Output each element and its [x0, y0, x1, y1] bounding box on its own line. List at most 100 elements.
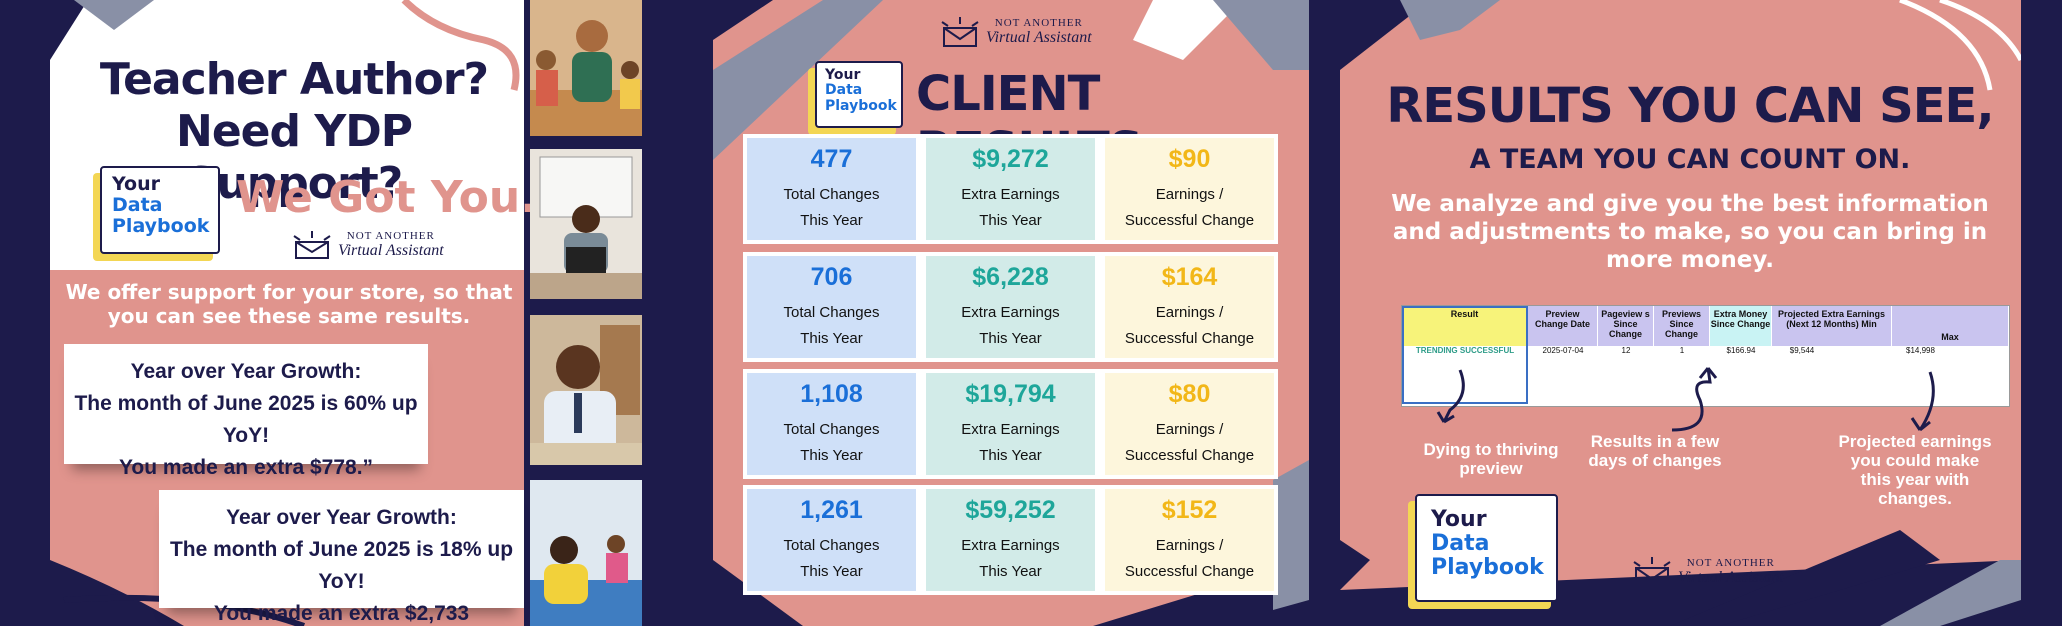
logo-line: Data: [1431, 531, 1490, 557]
testimonial-card: Year over Year Growth: The month of June…: [159, 490, 524, 625]
extra-earnings-label: This Year: [979, 562, 1042, 580]
brand-line: Virtual Assistant: [338, 242, 444, 259]
extra-earnings-value: $6,228: [972, 262, 1049, 291]
sheet-cell: $9,544: [1789, 346, 1815, 355]
sheet-header: Max: [1892, 306, 2009, 346]
photo-teacher-laptop: [530, 149, 642, 299]
total-changes-value: 706: [810, 262, 853, 291]
sheet-selection: [1402, 306, 1528, 404]
logo-line: Data: [112, 193, 163, 216]
total-changes-cell: 477 Total Changes This Year: [747, 138, 916, 240]
extra-earnings-label: Extra Earnings: [961, 185, 1060, 203]
support-text: We offer support for your store, so that…: [56, 280, 522, 328]
earnings-per-change-label: Successful Change: [1124, 211, 1255, 229]
testimonial-line: The month of June 2025 is 60% up YoY!: [74, 392, 418, 447]
logo-line: Playbook: [825, 97, 897, 114]
extra-earnings-label: This Year: [979, 329, 1042, 347]
earnings-per-change-value: $164: [1161, 262, 1218, 291]
earnings-per-change-cell: $164 Earnings / Successful Change: [1105, 256, 1274, 358]
your-data-playbook-logo: Your Data Playbook: [1415, 494, 1558, 602]
earnings-per-change-value: $152: [1161, 495, 1218, 524]
annotation-line: Dying to thriving: [1423, 440, 1559, 459]
total-changes-value: 1,108: [800, 379, 863, 408]
your-data-playbook-logo: Your Data Playbook: [815, 61, 903, 128]
sheet-header: Preview Change Date: [1528, 306, 1598, 346]
sheet-cell: $166.94: [1726, 346, 1756, 355]
result-card: 706 Total Changes This Year $6,228 Extra Ear…: [743, 252, 1278, 362]
total-changes-label: Total Changes: [783, 303, 880, 321]
earnings-per-change-label: Earnings /: [1155, 536, 1224, 554]
brand-line: Virtual Assistant: [1678, 569, 1784, 586]
total-changes-value: 477: [810, 144, 853, 173]
your-data-playbook-logo: Your Data Playbook: [100, 166, 220, 254]
spreadsheet-preview: Result Preview Change Date Pageview s Si…: [1401, 305, 2010, 407]
total-changes-label: This Year: [800, 211, 863, 229]
logo-line: Your: [1431, 507, 1487, 532]
testimonial-line: Year over Year Growth:: [226, 506, 457, 529]
brand-line: Virtual Assistant: [986, 29, 1092, 46]
panel-client-results: NOT ANOTHER Virtual Assistant Your Data …: [713, 0, 1309, 626]
sheet-header: Pageview s Since Change: [1598, 306, 1654, 346]
results-body-text: We analyze and give you the best informa…: [1360, 190, 2020, 274]
earnings-per-change-cell: $90 Earnings / Successful Change: [1105, 138, 1274, 240]
sheet-header: Result: [1402, 306, 1528, 346]
sheet-header-row: Result Preview Change Date Pageview s Si…: [1402, 306, 2009, 346]
total-changes-label: This Year: [800, 562, 863, 580]
we-got-you-tagline: We Got You.: [236, 172, 537, 223]
earnings-per-change-label: Earnings /: [1155, 185, 1224, 203]
support-line: We offer support for your store, so that: [65, 280, 513, 304]
earnings-per-change-label: Successful Change: [1124, 562, 1255, 580]
total-changes-label: Total Changes: [783, 185, 880, 203]
total-changes-cell: 1,261 Total Changes This Year: [747, 489, 916, 591]
logo-line: Data: [825, 82, 863, 99]
classroom-floor-image: [530, 480, 642, 626]
envelope-icon: [1633, 557, 1671, 587]
extra-earnings-label: Extra Earnings: [961, 420, 1060, 438]
teacher-laptop-image: [530, 149, 642, 299]
headline-line: Teacher Author?: [99, 54, 489, 105]
panel-results-you-can-see: RESULTS YOU CAN SEE, A TEAM YOU CAN COUN…: [1340, 0, 2021, 626]
extra-earnings-cell: $6,228 Extra Earnings This Year: [926, 256, 1095, 358]
earnings-per-change-label: Successful Change: [1124, 446, 1255, 464]
logo-line: Playbook: [1431, 555, 1544, 581]
panel1-headline: Teacher Author? Need YDP Support?: [64, 54, 524, 210]
testimonial-line: You made an extra $778.”: [118, 456, 374, 479]
total-changes-cell: 706 Total Changes This Year: [747, 256, 916, 358]
results-subtitle: A TEAM YOU CAN COUNT ON.: [1469, 144, 1911, 175]
body-line: and adjustments to make, so you can brin…: [1392, 219, 1988, 245]
annotation-line: Results in a few: [1590, 432, 1720, 451]
annotation-line: changes.: [1878, 489, 1952, 508]
extra-earnings-value: $59,252: [965, 495, 1056, 524]
annotation-line: days of changes: [1588, 451, 1722, 470]
logo-line: Playbook: [112, 214, 210, 237]
total-changes-label: Total Changes: [783, 536, 880, 554]
result-card: 477 Total Changes This Year $9,272 Extra Ear…: [743, 134, 1278, 244]
earnings-per-change-value: $90: [1168, 144, 1211, 173]
earnings-per-change-label: Successful Change: [1124, 329, 1255, 347]
sheet-cell: TRENDING SUCCESSFUL: [1415, 346, 1515, 355]
annotation-arrows: [1436, 367, 1935, 432]
extra-earnings-value: $19,794: [965, 379, 1056, 408]
not-another-va-logo: NOT ANOTHER Virtual Assistant: [290, 230, 444, 260]
result-card: 1,108 Total Changes This Year $19,794 Extra …: [743, 369, 1278, 479]
annotation-line: you could make: [1850, 451, 1980, 470]
photo-teacher-with-kids: [530, 0, 642, 136]
sheet-cell: 2025-07-04: [1542, 346, 1584, 355]
total-changes-label: This Year: [800, 446, 863, 464]
body-line: We analyze and give you the best informa…: [1391, 191, 1989, 217]
testimonial-line: The month of June 2025 is 18% up YoY!: [169, 538, 514, 593]
sheet-data-row: TRENDING SUCCESSFUL 2025-07-04 12 1 $166…: [1402, 346, 2009, 360]
testimonial-line: Year over Year Growth:: [130, 360, 362, 383]
photo-man-smiling: [530, 315, 642, 465]
earnings-per-change-cell: $80 Earnings / Successful Change: [1105, 373, 1274, 475]
annotation-results-few-days: Results in a few days of changes: [1580, 432, 1730, 470]
total-changes-label: Total Changes: [783, 420, 880, 438]
logo-line: Your: [825, 67, 861, 83]
not-another-va-logo: NOT ANOTHER Virtual Assistant: [1630, 556, 1784, 588]
earnings-per-change-cell: $152 Earnings / Successful Change: [1105, 489, 1274, 591]
total-changes-label: This Year: [800, 329, 863, 347]
logo-line: Your: [112, 173, 160, 195]
envelope-icon: [941, 17, 979, 47]
sheet-cell: 1: [1679, 346, 1685, 355]
sheet-header: Extra Money Since Change: [1710, 306, 1772, 346]
